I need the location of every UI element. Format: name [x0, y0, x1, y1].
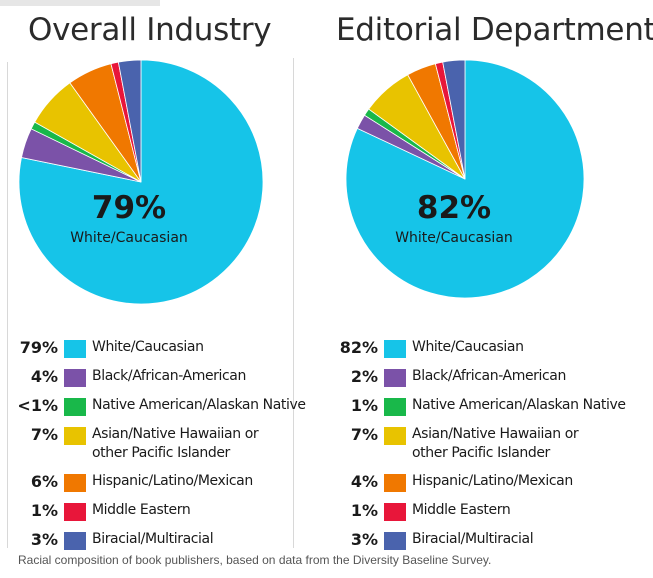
legend-swatch: [384, 398, 406, 416]
legend-percent: 82%: [339, 338, 378, 357]
center-label-overall-industry: White/Caucasian: [70, 230, 188, 246]
left-border-line: [7, 62, 8, 548]
legend-percent: 7%: [350, 425, 378, 444]
legend-label: Native American/Alaskan Native: [412, 397, 626, 413]
center-label-editorial-department: White/Caucasian: [395, 230, 513, 246]
legend-percent: 4%: [30, 367, 58, 386]
legend-percent: <1%: [17, 396, 58, 415]
legend-swatch: [64, 340, 86, 358]
legend-percent: 7%: [30, 425, 58, 444]
chart-title-overall-industry: Overall Industry: [28, 12, 272, 48]
center-percent-overall-industry: 79%: [91, 190, 167, 226]
legend-percent: 1%: [30, 501, 58, 520]
figure-caption: Racial composition of book publishers, b…: [18, 553, 492, 567]
pie-slice-biracial-multiracial: [442, 59, 466, 180]
pie-slice-white-caucasian: [345, 59, 585, 299]
legend-percent: 3%: [350, 530, 378, 549]
pie-chart-overall-industry: [18, 59, 264, 305]
legend-swatch: [64, 369, 86, 387]
cropped-header-strip: [0, 0, 160, 6]
legend-swatch: [384, 340, 406, 358]
pie-slice-biracial-multiracial: [117, 59, 142, 183]
legend-percent: 1%: [350, 396, 378, 415]
legend-swatch: [384, 474, 406, 492]
legend-percent: 1%: [350, 501, 378, 520]
legend-label: White/Caucasian: [412, 339, 524, 355]
pie-chart-editorial-department: [345, 59, 585, 299]
legend-swatch: [384, 369, 406, 387]
legend-label: Biracial/Multiracial: [412, 531, 534, 547]
legend-label: Middle Eastern: [92, 502, 191, 518]
legend-percent: 3%: [30, 530, 58, 549]
legend-swatch: [384, 532, 406, 550]
legend-percent: 79%: [19, 338, 58, 357]
legend-percent: 2%: [350, 367, 378, 386]
legend-swatch: [64, 503, 86, 521]
legend-label: Hispanic/Latino/Mexican: [92, 473, 253, 489]
legend-swatch: [384, 503, 406, 521]
legend-label: Asian/Native Hawaiian or other Pacific Is…: [92, 426, 259, 461]
legend-label: Black/African-American: [412, 368, 566, 384]
legend-swatch: [64, 474, 86, 492]
legend-label: Hispanic/Latino/Mexican: [412, 473, 573, 489]
legend-swatch: [64, 427, 86, 445]
legend-label: Native American/Alaskan Native: [92, 397, 306, 413]
legend-label: Black/African-American: [92, 368, 246, 384]
legend-label: Asian/Native Hawaiian or other Pacific Is…: [412, 426, 579, 461]
center-percent-editorial-department: 82%: [416, 190, 492, 226]
legend-swatch: [64, 398, 86, 416]
legend-label: Biracial/Multiracial: [92, 531, 214, 547]
legend-percent: 6%: [30, 472, 58, 491]
legend-swatch: [64, 532, 86, 550]
panel-divider: [293, 58, 294, 548]
legend-percent: 4%: [350, 472, 378, 491]
legend-label: White/Caucasian: [92, 339, 204, 355]
chart-title-editorial-department: Editorial Department: [336, 12, 653, 48]
legend-label: Middle Eastern: [412, 502, 511, 518]
legend-swatch: [384, 427, 406, 445]
